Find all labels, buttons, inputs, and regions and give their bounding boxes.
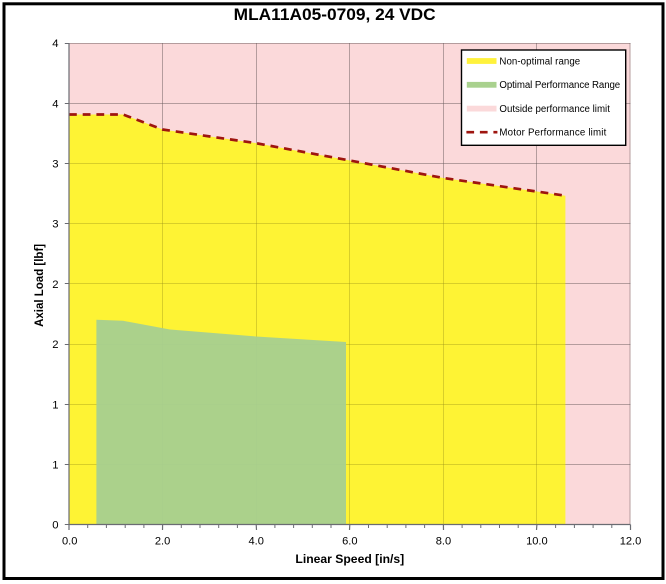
svg-text:Optimal Performance Range: Optimal Performance Range (499, 80, 620, 91)
svg-text:10.0: 10.0 (526, 536, 548, 548)
svg-text:Linear Speed [in/s]: Linear Speed [in/s] (295, 552, 404, 566)
svg-text:12.0: 12.0 (620, 536, 642, 548)
svg-text:2.0: 2.0 (155, 536, 170, 548)
svg-text:4: 4 (52, 98, 58, 110)
svg-text:1: 1 (52, 460, 58, 472)
svg-text:0: 0 (52, 520, 58, 532)
svg-text:Axial Load [lbf]: Axial Load [lbf] (34, 244, 46, 327)
svg-text:2: 2 (52, 279, 58, 291)
svg-text:Motor Performance limit: Motor Performance limit (499, 127, 606, 138)
svg-text:0.0: 0.0 (62, 536, 77, 548)
svg-text:2: 2 (52, 339, 58, 351)
svg-text:3: 3 (52, 219, 58, 231)
svg-text:3: 3 (52, 159, 58, 171)
svg-text:4: 4 (52, 38, 58, 50)
svg-text:Non-optimal range: Non-optimal range (499, 56, 580, 67)
svg-text:Outside performance limit: Outside performance limit (499, 104, 610, 115)
svg-text:4.0: 4.0 (248, 536, 263, 548)
svg-text:1: 1 (52, 399, 58, 411)
svg-text:MLA11A05-0709, 24 VDC: MLA11A05-0709, 24 VDC (234, 5, 436, 24)
svg-text:6.0: 6.0 (342, 536, 357, 548)
svg-text:8.0: 8.0 (436, 536, 451, 548)
